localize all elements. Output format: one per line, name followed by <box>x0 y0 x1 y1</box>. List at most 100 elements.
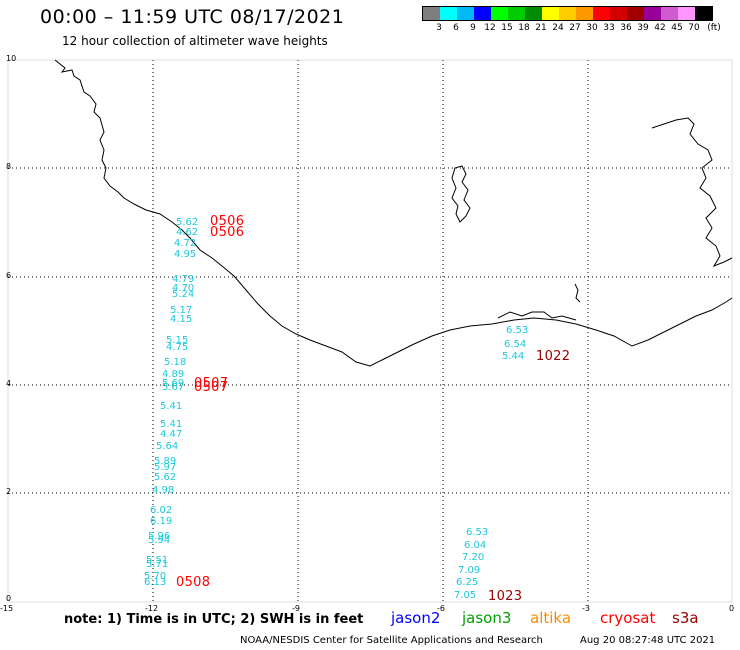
pass-time-label: 0507 <box>194 376 229 391</box>
legend-swatch <box>423 7 440 20</box>
wave-height-label: 5.41 <box>160 419 183 430</box>
legend-swatch <box>593 7 610 20</box>
mission-label-s3a: s3a <box>672 609 699 627</box>
wave-height-label: 5.62 <box>176 217 199 228</box>
wave-height-label: 4.47 <box>160 429 183 440</box>
legend-tick-label: 33 <box>603 23 615 33</box>
wave-height-label: 5.17 <box>170 305 193 316</box>
wave-height-label: 5.67 <box>162 382 185 393</box>
x-tick-label: -12 <box>145 604 159 613</box>
pass-time-label: 0507 <box>194 380 229 395</box>
legend-tick-label: 9 <box>470 23 476 33</box>
legend-swatch <box>491 7 508 20</box>
legend-swatch <box>440 7 457 20</box>
x-tick-label: -9 <box>292 604 300 613</box>
wave-height-label: 5.89 <box>154 456 177 467</box>
x-tick-label: -6 <box>437 604 445 613</box>
x-tick-label: 0 <box>729 604 735 613</box>
mission-label-cryosat: cryosat <box>600 609 656 627</box>
wave-height-label: 5.51 <box>146 555 169 566</box>
island-coastline <box>451 165 471 223</box>
grid-lines <box>8 60 732 602</box>
wave-height-label: 6.53 <box>506 325 529 336</box>
wave-height-label: 4.95 <box>174 249 197 260</box>
wave-height-label: 6.53 <box>466 527 489 538</box>
wave-height-label: 7.09 <box>458 565 481 576</box>
legend-tick-label: 15 <box>501 23 513 33</box>
legend-swatch <box>610 7 627 20</box>
wave-height-label: 4.75 <box>166 342 189 353</box>
y-tick-label: 6 <box>6 271 12 280</box>
wave-height-label: 5.41 <box>160 401 183 412</box>
credit-line: NOAA/NESDIS Center for Satellite Applica… <box>240 635 543 646</box>
legend-swatch <box>474 7 491 20</box>
wave-height-label: 5.18 <box>164 357 187 368</box>
wave-height-label: 7.05 <box>454 590 477 601</box>
pass-time-label: 1022 <box>536 349 571 364</box>
wave-height-label: 6.54 <box>504 339 527 350</box>
wave-height-label: 4.70 <box>172 283 195 294</box>
color-legend: (ft) 3 6 9 12 15 18 21 24 27 30 33 36 39 42 45 70 <box>422 6 721 35</box>
wave-height-label: 4.15 <box>170 314 193 325</box>
wave-height-label: 5.62 <box>154 472 177 483</box>
wave-height-label: 5.24 <box>172 289 195 300</box>
generated-timestamp: Aug 20 08:27:48 UTC 2021 <box>580 635 716 646</box>
legend-tick-label: 24 <box>552 23 564 33</box>
legend-tick-label: 3 <box>436 23 442 33</box>
wave-height-label: 5.97 <box>154 462 177 473</box>
y-tick-label: 0 <box>6 594 12 603</box>
legend-swatch <box>695 7 712 20</box>
legend-tick-label: 27 <box>569 23 581 33</box>
wave-height-label: 7.20 <box>462 552 485 563</box>
wave-height-label: 5.71 <box>146 559 169 570</box>
x-tick-label: -3 <box>582 604 590 613</box>
map-frame <box>7 59 733 603</box>
legend-swatch <box>457 7 474 20</box>
legend-unit: (ft) <box>707 23 721 33</box>
legend-swatch <box>559 7 576 20</box>
legend-swatch <box>576 7 593 20</box>
coastline-inlet <box>497 311 577 321</box>
legend-swatch <box>525 7 542 20</box>
map-title: 00:00 – 11:59 UTC 08/17/2021 <box>40 6 345 28</box>
wave-height-label: 5.96 <box>148 531 171 542</box>
y-tick-label: 10 <box>6 54 17 63</box>
wave-height-label: 5.69 <box>162 378 185 389</box>
legend-tick-label: 18 <box>518 23 530 33</box>
wave-height-label: 4.98 <box>152 485 175 496</box>
legend-tick-label: 70 <box>688 23 700 33</box>
wave-height-label: 5.44 <box>502 351 525 362</box>
wave-height-label: 6.19 <box>150 516 173 527</box>
wave-height-label: 5.15 <box>166 335 189 346</box>
northeast-coastline <box>651 117 733 268</box>
legend-tick-label: 30 <box>586 23 598 33</box>
y-tick-label: 2 <box>6 487 12 496</box>
legend-swatch <box>508 7 525 20</box>
wave-height-label: 5.70 <box>144 571 167 582</box>
legend-tick-label: 12 <box>484 23 496 33</box>
wave-height-label: 4.72 <box>174 238 197 249</box>
legend-swatch <box>644 7 661 20</box>
pass-time-label: 0508 <box>176 575 211 590</box>
islet <box>574 283 581 303</box>
legend-swatch <box>542 7 559 20</box>
wave-height-label: 6.25 <box>456 577 479 588</box>
wave-height-label: 4.62 <box>176 227 199 238</box>
legend-tick-label: 45 <box>671 23 683 33</box>
legend-tick-label: 39 <box>637 23 649 33</box>
wave-height-label: 6.13 <box>144 577 167 588</box>
pass-time-label: 1023 <box>488 589 523 604</box>
y-tick-label: 4 <box>6 379 12 388</box>
wave-height-label: 6.02 <box>150 505 173 516</box>
x-tick-label: -15 <box>0 604 14 613</box>
legend-tick-label: 42 <box>654 23 666 33</box>
legend-swatch <box>661 7 678 20</box>
wave-height-label: 5.64 <box>156 441 179 452</box>
legend-ticks: (ft) 3 6 9 12 15 18 21 24 27 30 33 36 39 42 45 70 <box>422 21 721 35</box>
coastline <box>54 59 733 367</box>
legend-colorbar <box>422 6 713 21</box>
mission-label-jason3: jason3 <box>462 609 512 627</box>
map-subtitle: 12 hour collection of altimeter wave hei… <box>62 34 328 48</box>
mission-label-jason2: jason2 <box>391 609 441 627</box>
